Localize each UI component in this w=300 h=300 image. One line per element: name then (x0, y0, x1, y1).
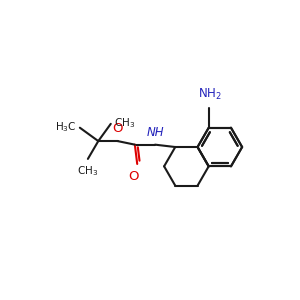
Text: O: O (128, 170, 139, 183)
Text: NH$_2$: NH$_2$ (198, 87, 221, 102)
Text: H$_3$C: H$_3$C (55, 120, 77, 134)
Text: NH: NH (146, 126, 164, 139)
Text: O: O (112, 122, 123, 135)
Text: CH$_3$: CH$_3$ (114, 116, 136, 130)
Text: CH$_3$: CH$_3$ (77, 164, 98, 178)
